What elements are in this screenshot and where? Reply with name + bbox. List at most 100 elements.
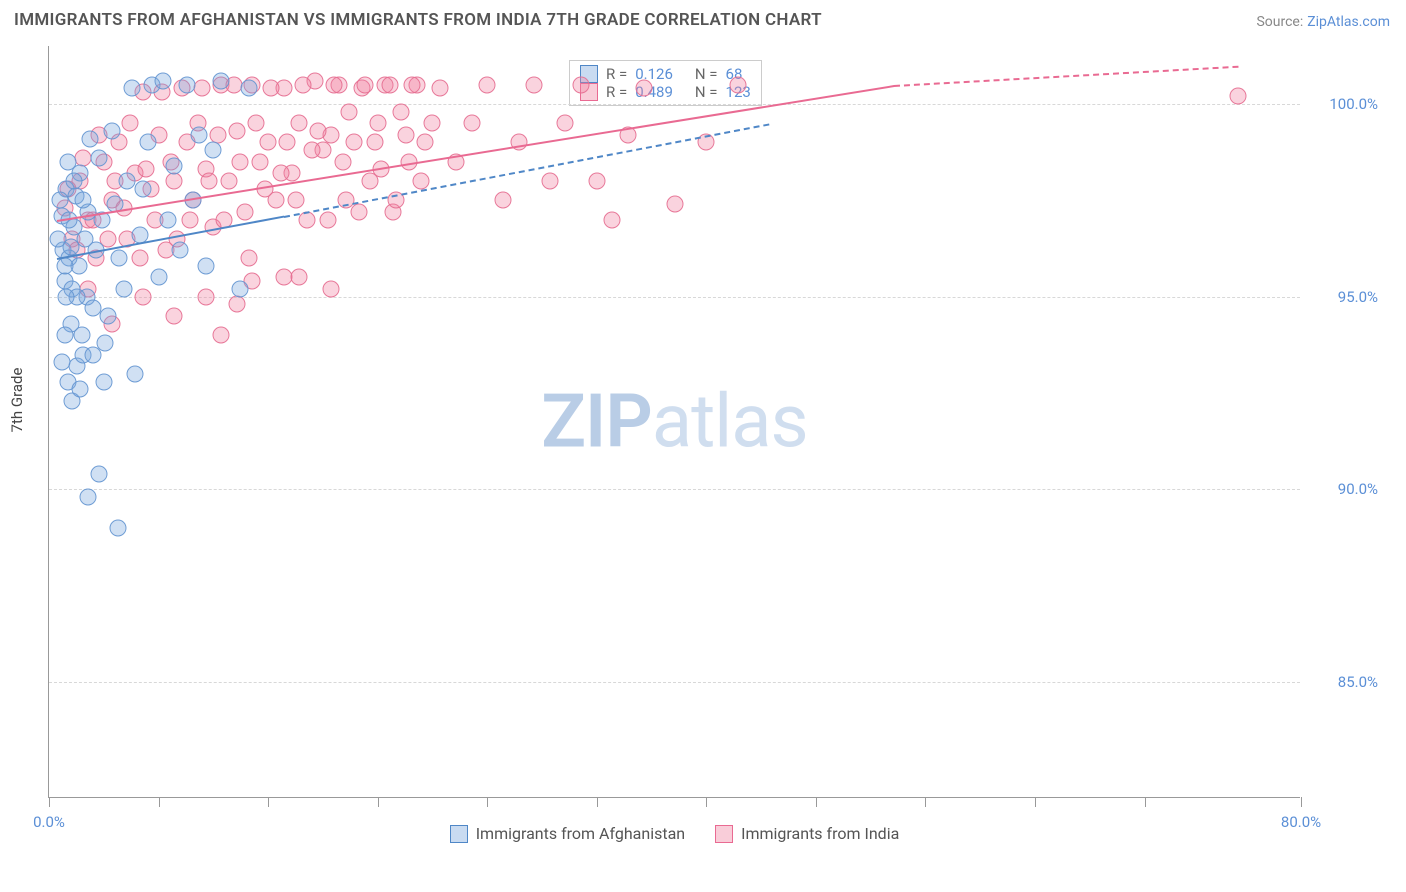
scatter-point xyxy=(397,126,414,143)
scatter-point xyxy=(263,80,280,97)
scatter-point xyxy=(667,196,684,213)
chart-title: IMMIGRANTS FROM AFGHANISTAN VS IMMIGRANT… xyxy=(14,10,822,30)
scatter-point xyxy=(123,80,140,97)
scatter-point xyxy=(557,115,574,132)
r-label-afghan: R = xyxy=(606,65,627,83)
scatter-point xyxy=(62,238,79,255)
scatter-point xyxy=(159,211,176,228)
stats-row-afghanistan: R = 0.126 N = 68 xyxy=(580,65,751,83)
scatter-point xyxy=(369,115,386,132)
scatter-point xyxy=(291,115,308,132)
watermark-atlas: atlas xyxy=(652,378,808,465)
x-tick xyxy=(487,797,488,807)
scatter-point xyxy=(91,466,108,483)
scatter-point xyxy=(166,172,183,189)
scatter-point xyxy=(100,307,117,324)
x-tick xyxy=(268,797,269,807)
x-tick xyxy=(1145,797,1146,807)
x-tick xyxy=(1301,797,1302,807)
scatter-point xyxy=(303,142,320,159)
scatter-point xyxy=(75,149,92,166)
scatter-point xyxy=(138,161,155,178)
scatter-point xyxy=(291,269,308,286)
scatter-point xyxy=(310,122,327,139)
scatter-point xyxy=(260,134,277,151)
scatter-point xyxy=(178,76,195,93)
x-tick-label: 80.0% xyxy=(1281,813,1321,831)
scatter-point xyxy=(322,280,339,297)
gridline-h xyxy=(49,682,1300,683)
scatter-point xyxy=(404,76,421,93)
scatter-point xyxy=(573,76,590,93)
legend-label-india: Immigrants from India xyxy=(741,824,899,843)
scatter-point xyxy=(213,72,230,89)
gridline-h xyxy=(49,489,1300,490)
y-tick-label: 100.0% xyxy=(1329,95,1378,113)
scatter-point xyxy=(56,327,73,344)
x-tick xyxy=(597,797,598,807)
scatter-point xyxy=(166,157,183,174)
scatter-point xyxy=(150,269,167,286)
scatter-point xyxy=(247,115,264,132)
source-link[interactable]: ZipAtlas.com xyxy=(1307,14,1390,30)
scatter-point xyxy=(200,172,217,189)
chart-container: ZIPatlas R = 0.126 N = 68 R = 0.489 N = … xyxy=(48,46,1388,830)
legend-item-afghanistan: Immigrants from Afghanistan xyxy=(450,824,685,843)
scatter-point xyxy=(479,76,496,93)
scatter-point xyxy=(131,250,148,267)
gridline-h xyxy=(49,104,1300,105)
scatter-point xyxy=(231,153,248,170)
scatter-point xyxy=(191,126,208,143)
scatter-point xyxy=(241,80,258,97)
scatter-point xyxy=(413,172,430,189)
x-tick xyxy=(925,797,926,807)
source-attribution: Source: ZipAtlas.com xyxy=(1256,11,1390,30)
watermark-text: ZIPatlas xyxy=(541,378,807,465)
scatter-point xyxy=(73,327,90,344)
scatter-point xyxy=(236,203,253,220)
scatter-point xyxy=(134,180,151,197)
scatter-point xyxy=(604,211,621,228)
scatter-point xyxy=(275,269,292,286)
scatter-point xyxy=(181,211,198,228)
x-tick xyxy=(159,797,160,807)
scatter-point xyxy=(66,172,83,189)
x-tick xyxy=(49,797,50,807)
scatter-point xyxy=(80,489,97,506)
scatter-point xyxy=(463,115,480,132)
plot-area: ZIPatlas R = 0.126 N = 68 R = 0.489 N = … xyxy=(48,46,1300,798)
y-tick-label: 90.0% xyxy=(1338,480,1378,498)
scatter-point xyxy=(635,80,652,97)
scatter-point xyxy=(393,103,410,120)
stats-row-india: R = 0.489 N = 123 xyxy=(580,83,751,101)
scatter-point xyxy=(53,354,70,371)
scatter-point xyxy=(272,165,289,182)
scatter-point xyxy=(288,192,305,209)
watermark-zip: ZIP xyxy=(541,378,652,465)
scatter-point xyxy=(588,172,605,189)
scatter-point xyxy=(95,373,112,390)
scatter-point xyxy=(357,76,374,93)
scatter-point xyxy=(231,280,248,297)
scatter-point xyxy=(432,80,449,97)
scatter-point xyxy=(127,365,144,382)
scatter-point xyxy=(220,172,237,189)
scatter-point xyxy=(172,242,189,259)
scatter-point xyxy=(319,211,336,228)
scatter-point xyxy=(197,257,214,274)
scatter-point xyxy=(155,72,172,89)
scatter-point xyxy=(341,103,358,120)
x-tick-label: 0.0% xyxy=(33,813,65,831)
scatter-point xyxy=(103,122,120,139)
scatter-point xyxy=(325,76,342,93)
legend-swatch-india-icon xyxy=(715,825,733,843)
scatter-point xyxy=(241,250,258,267)
trend-line xyxy=(894,65,1238,86)
scatter-point xyxy=(541,172,558,189)
r-label-india: R = xyxy=(606,83,627,101)
x-tick xyxy=(378,797,379,807)
scatter-point xyxy=(278,134,295,151)
scatter-point xyxy=(416,134,433,151)
scatter-point xyxy=(166,307,183,324)
scatter-point xyxy=(335,153,352,170)
